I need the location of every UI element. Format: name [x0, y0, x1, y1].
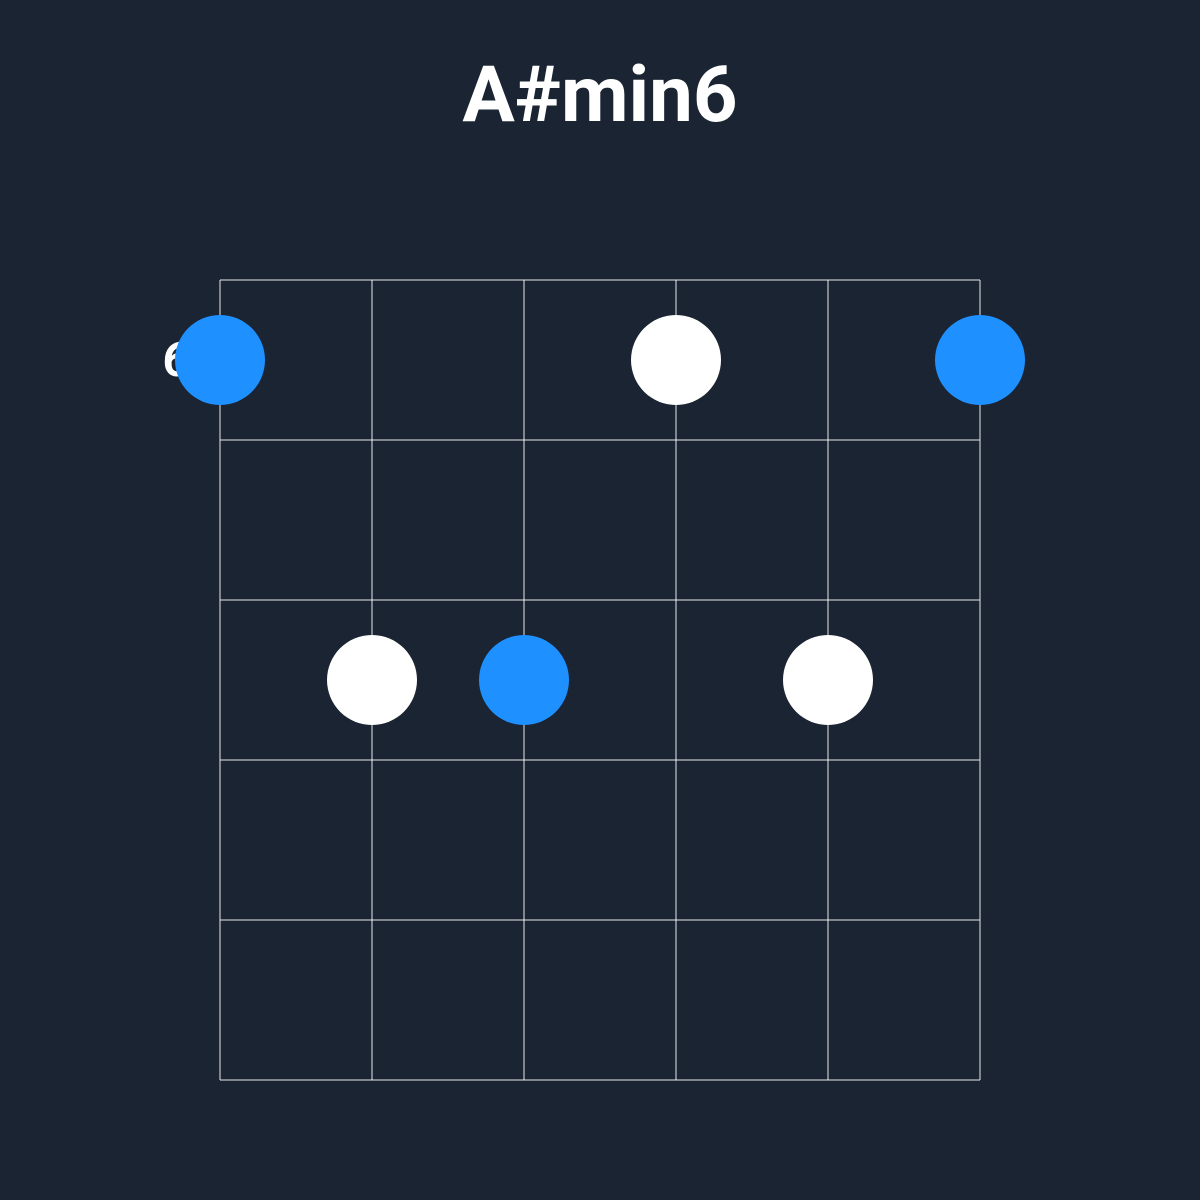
finger-dot [631, 315, 721, 405]
chord-title: A#min6 [0, 50, 1200, 141]
finger-dot [783, 635, 873, 725]
finger-dot [479, 635, 569, 725]
finger-dot [327, 635, 417, 725]
chord-diagram-container: A#min6 6 [0, 0, 1200, 1200]
finger-dot [175, 315, 265, 405]
finger-dot [935, 315, 1025, 405]
